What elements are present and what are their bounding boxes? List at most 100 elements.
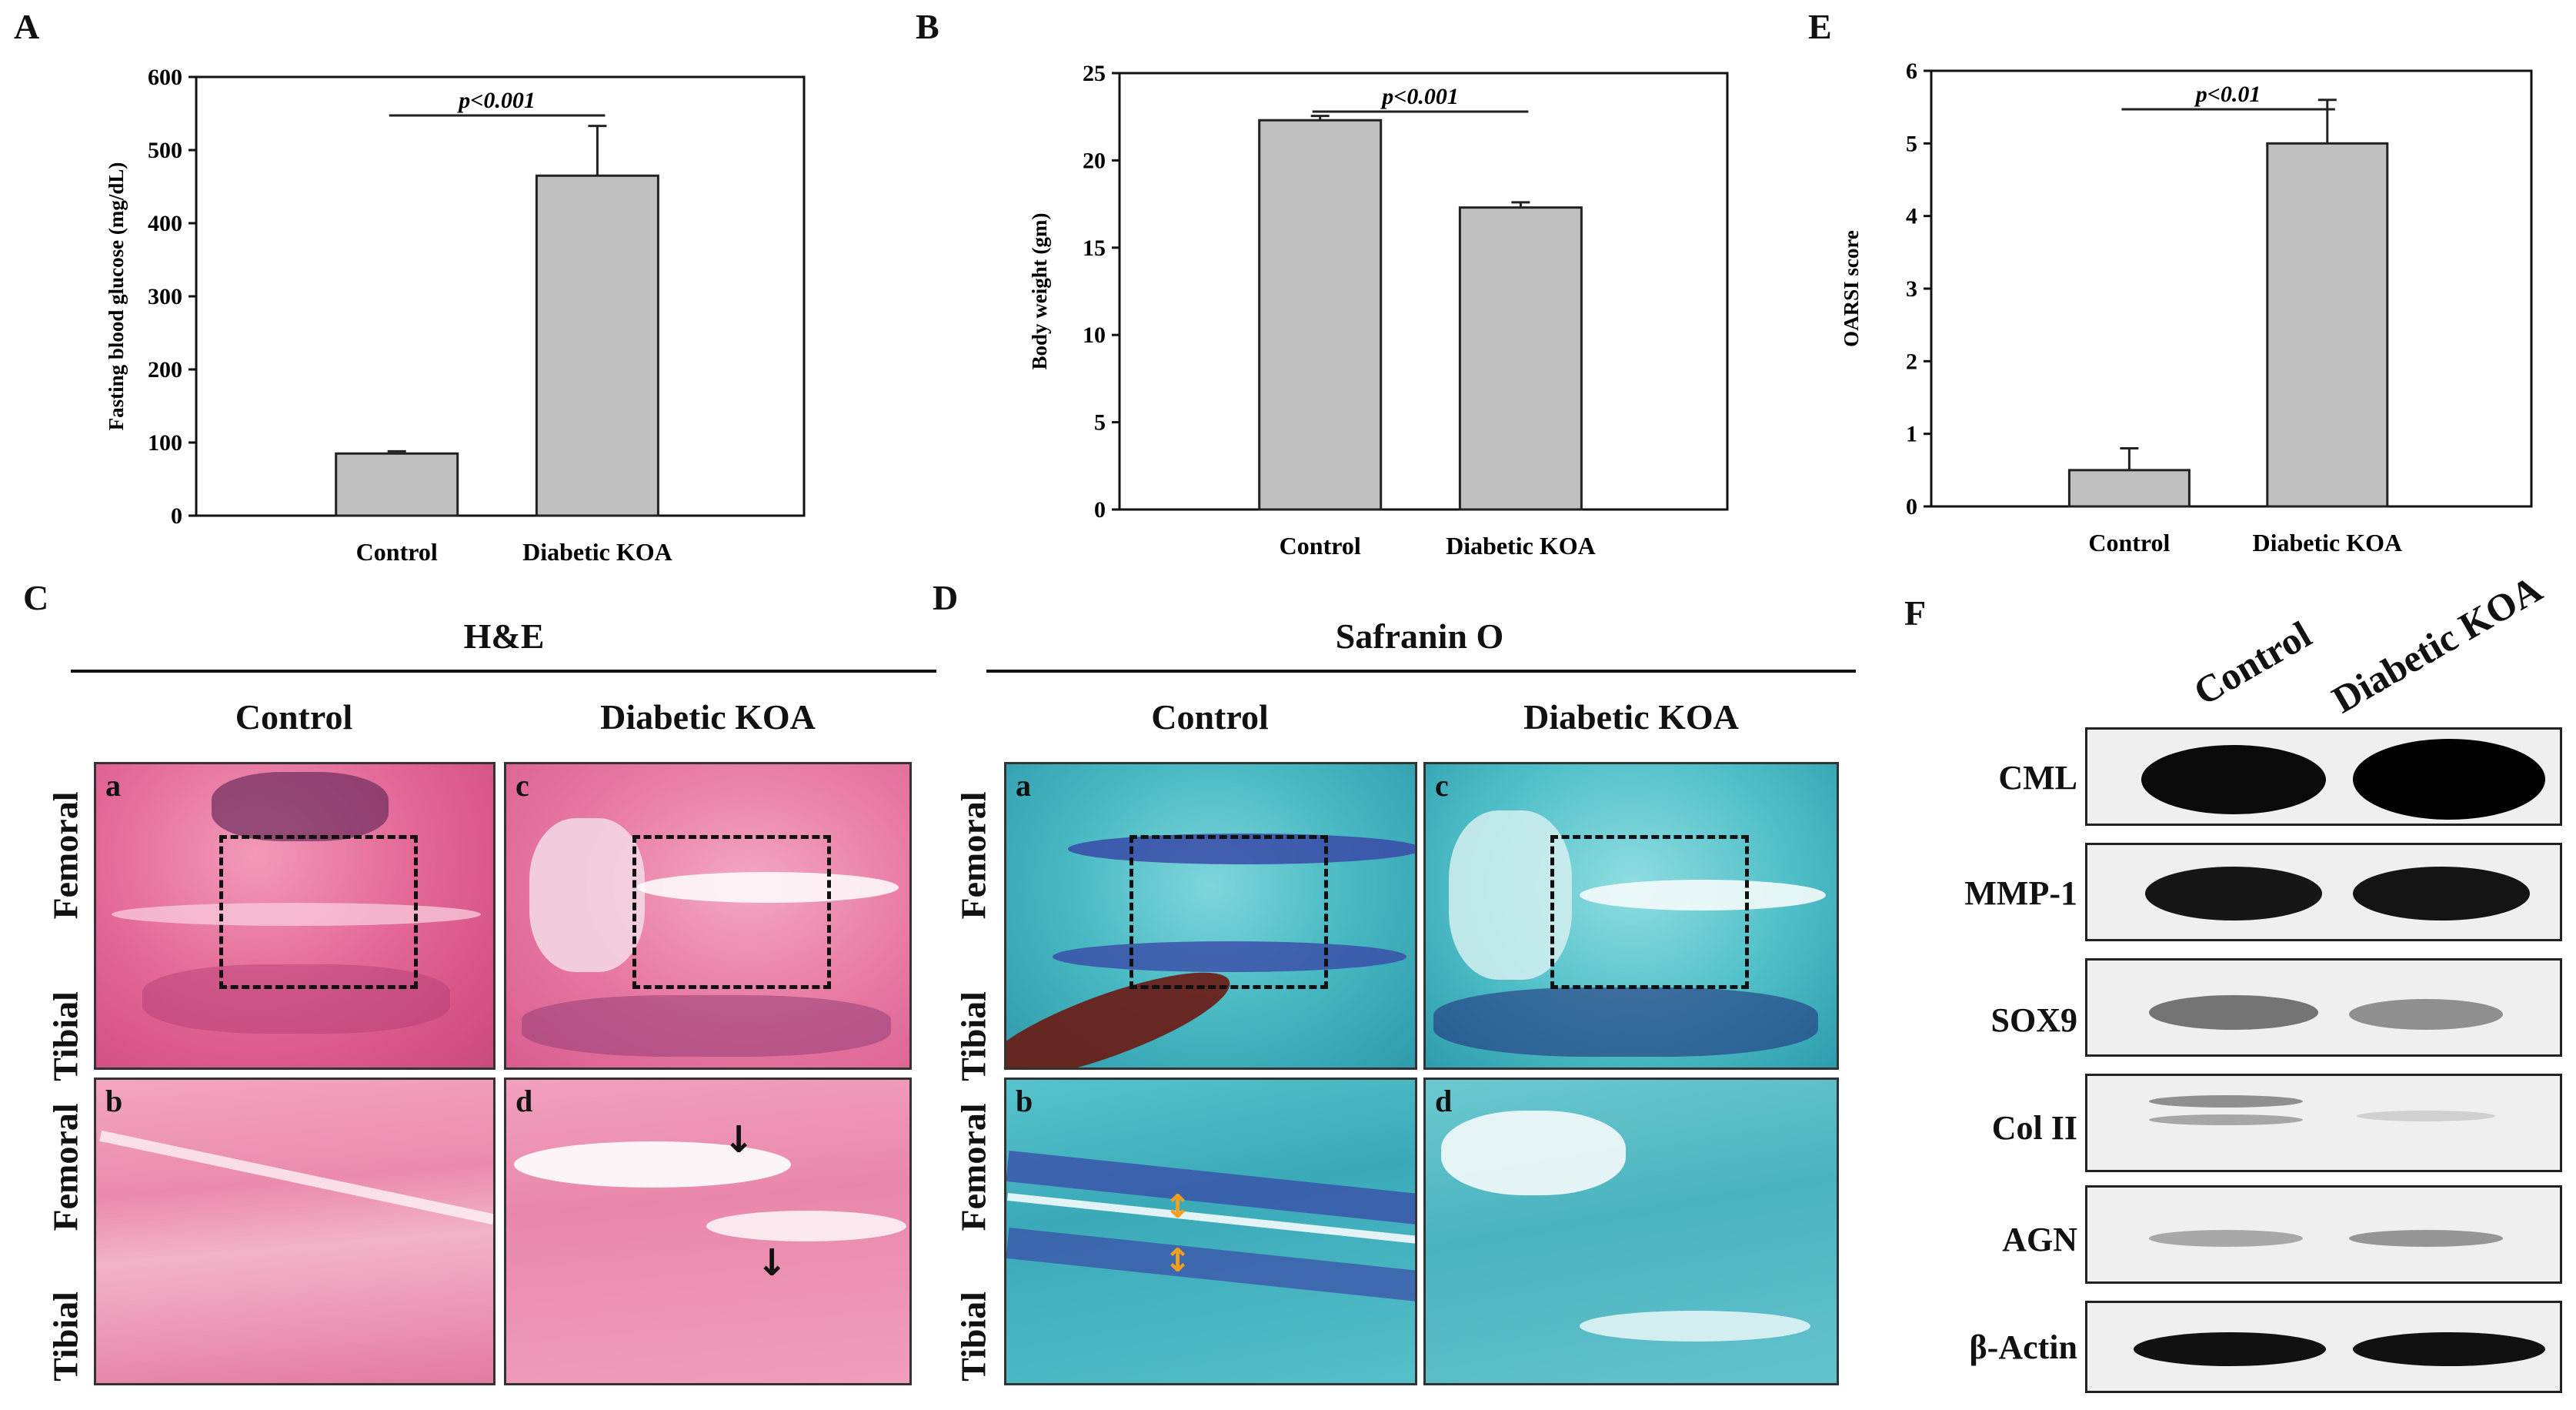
band-agn-control bbox=[2149, 1230, 2303, 1247]
glucose-plot-frame bbox=[195, 75, 806, 517]
blot-col2 bbox=[2085, 1074, 2562, 1172]
oarsi-ytick-label-1: 1 bbox=[1906, 422, 1917, 447]
safo-col-control: Control bbox=[1151, 697, 1269, 737]
he-tile-d-letter: d bbox=[516, 1084, 533, 1118]
he-col-control: Control bbox=[235, 697, 353, 737]
blot-label-actin: β-Actin bbox=[1969, 1328, 2078, 1366]
safo-tile-b-letter: b bbox=[1016, 1084, 1033, 1118]
chart-oarsi-score: 0 1 2 3 4 5 6 OARSI score Control Diabetic KOA p<0… bbox=[1840, 58, 2533, 556]
glucose-bar-1 bbox=[535, 174, 659, 517]
safo-title: Safranin O bbox=[1335, 616, 1504, 656]
safo-col-dkoa: Diabetic KOA bbox=[1523, 697, 1739, 737]
blot-label-sox9: SOX9 bbox=[1990, 1001, 2077, 1039]
he-arrow-2-icon: ↓ bbox=[756, 1241, 788, 1285]
band-agn-dkoa bbox=[2349, 1230, 2503, 1247]
bodyweight-ytick-label-0: 0 bbox=[1094, 497, 1106, 523]
band-col2-dkoa bbox=[2357, 1111, 2495, 1121]
he-row-tibial-2: Tibial bbox=[45, 1291, 85, 1382]
glucose-ytick-label-2: 200 bbox=[148, 357, 182, 383]
he-row-femoral-2: Femoral bbox=[45, 1103, 85, 1231]
he-tile-c-letter: c bbox=[516, 768, 529, 803]
safo-zoom-box-c bbox=[1550, 835, 1749, 989]
blot-mmp1 bbox=[2085, 843, 2562, 941]
safo-tile-a-letter: a bbox=[1016, 768, 1031, 803]
he-tile-a-letter: a bbox=[105, 768, 121, 803]
oarsi-ytick-label-2: 2 bbox=[1906, 349, 1917, 374]
blot-agn bbox=[2085, 1185, 2562, 1284]
bodyweight-sig-label: p<0.001 bbox=[1380, 84, 1459, 109]
he-zoom-box-c bbox=[632, 835, 831, 989]
safo-tile-d: d bbox=[1423, 1078, 1839, 1385]
oarsi-ytick-label-6: 6 bbox=[1906, 58, 1917, 84]
bodyweight-ytick-label-2: 10 bbox=[1083, 322, 1106, 348]
safo-arrow-2-icon: ↕ bbox=[1164, 1241, 1192, 1279]
panel-letter-d: D bbox=[933, 578, 959, 617]
blot-label-cml: CML bbox=[1998, 759, 2077, 797]
bodyweight-ytick-label-5: 25 bbox=[1083, 61, 1106, 86]
safo-row-femoral-2: Femoral bbox=[953, 1103, 993, 1231]
safo-row-tibial-2: Tibial bbox=[953, 1291, 993, 1382]
panel-letter-b: B bbox=[916, 7, 939, 46]
he-tile-c: c bbox=[504, 762, 912, 1070]
bodyweight-xtick-label-0: Control bbox=[1280, 532, 1361, 560]
he-divider bbox=[71, 670, 936, 673]
chart-body-weight: 0 5 10 15 20 25 Body weight (gm) Control Diabeti… bbox=[1028, 61, 1729, 560]
blot-label-col2: Col II bbox=[1991, 1109, 2077, 1147]
band-cml-dkoa bbox=[2353, 739, 2545, 820]
bodyweight-ytick-label-1: 5 bbox=[1094, 410, 1106, 436]
oarsi-ytick-label-4: 4 bbox=[1906, 204, 1917, 229]
glucose-ylabel: Fasting blood glucose (mg/dL) bbox=[105, 162, 128, 431]
he-tile-a: a bbox=[94, 762, 496, 1070]
panel-letter-e: E bbox=[1808, 7, 1832, 46]
oarsi-xtick-label-1: Diabetic KOA bbox=[2252, 529, 2402, 556]
glucose-xtick-label-0: Control bbox=[356, 538, 438, 566]
oarsi-xtick-label-0: Control bbox=[2088, 529, 2170, 556]
oarsi-bar-1 bbox=[2266, 142, 2389, 508]
blot-label-mmp1: MMP-1 bbox=[1964, 874, 2077, 912]
bodyweight-bar-1 bbox=[1458, 206, 1583, 511]
he-row-femoral-1: Femoral bbox=[45, 791, 85, 920]
oarsi-sig-label: p<0.01 bbox=[2194, 82, 2261, 107]
bodyweight-bar-0 bbox=[1258, 119, 1383, 511]
chart-fasting-glucose: 0 100 200 300 400 500 600 Fasting blood glucose… bbox=[105, 65, 806, 566]
blot-cml bbox=[2085, 727, 2562, 826]
bodyweight-xtick-label-1: Diabetic KOA bbox=[1446, 532, 1596, 560]
oarsi-ytick-label-5: 5 bbox=[1906, 131, 1917, 156]
he-tile-d: ↓ ↓ d bbox=[504, 1078, 912, 1385]
he-tile-b-letter: b bbox=[105, 1084, 123, 1118]
band-sox9-control bbox=[2149, 995, 2318, 1030]
safo-tile-c-letter: c bbox=[1435, 768, 1449, 803]
glucose-ytick-label-4: 400 bbox=[148, 211, 182, 236]
he-arrow-1-icon: ↓ bbox=[723, 1118, 755, 1161]
blot-col-control: Control bbox=[2186, 612, 2319, 714]
bodyweight-ytick-label-4: 20 bbox=[1083, 148, 1106, 173]
band-cml-control bbox=[2141, 745, 2326, 814]
safo-row-femoral-1: Femoral bbox=[953, 791, 993, 920]
band-sox9-dkoa bbox=[2349, 999, 2503, 1030]
oarsi-ytick-label-3: 3 bbox=[1906, 276, 1917, 302]
blot-col-dkoa: Diabetic KOA bbox=[2324, 566, 2549, 722]
blot-label-agn: AGN bbox=[2002, 1221, 2077, 1258]
oarsi-plot-frame bbox=[1930, 69, 2533, 508]
blot-sox9 bbox=[2085, 958, 2562, 1057]
he-col-dkoa: Diabetic KOA bbox=[600, 697, 816, 737]
oarsi-bar-0 bbox=[2067, 469, 2191, 508]
safo-tile-d-letter: d bbox=[1435, 1084, 1453, 1118]
oarsi-ylabel: OARSI score bbox=[1840, 230, 1863, 347]
glucose-ytick-label-0: 0 bbox=[171, 503, 182, 529]
blot-actin bbox=[2085, 1301, 2562, 1393]
he-title: H&E bbox=[463, 616, 545, 656]
glucose-sig-label: p<0.001 bbox=[456, 88, 536, 113]
he-zoom-box-a bbox=[219, 835, 418, 989]
glucose-bar-0 bbox=[335, 452, 459, 517]
safo-arrow-1-icon: ↕ bbox=[1164, 1188, 1192, 1225]
safo-tile-c: c bbox=[1423, 762, 1839, 1070]
safo-divider bbox=[986, 670, 1856, 673]
panel-letter-c: C bbox=[23, 578, 49, 617]
safo-zoom-box-a bbox=[1130, 835, 1328, 989]
glucose-ytick-label-1: 100 bbox=[148, 430, 182, 456]
glucose-xtick-label-1: Diabetic KOA bbox=[522, 538, 672, 566]
glucose-ytick-label-5: 500 bbox=[148, 138, 182, 163]
band-mmp1-control bbox=[2145, 867, 2322, 921]
glucose-ytick-label-6: 600 bbox=[148, 65, 182, 90]
